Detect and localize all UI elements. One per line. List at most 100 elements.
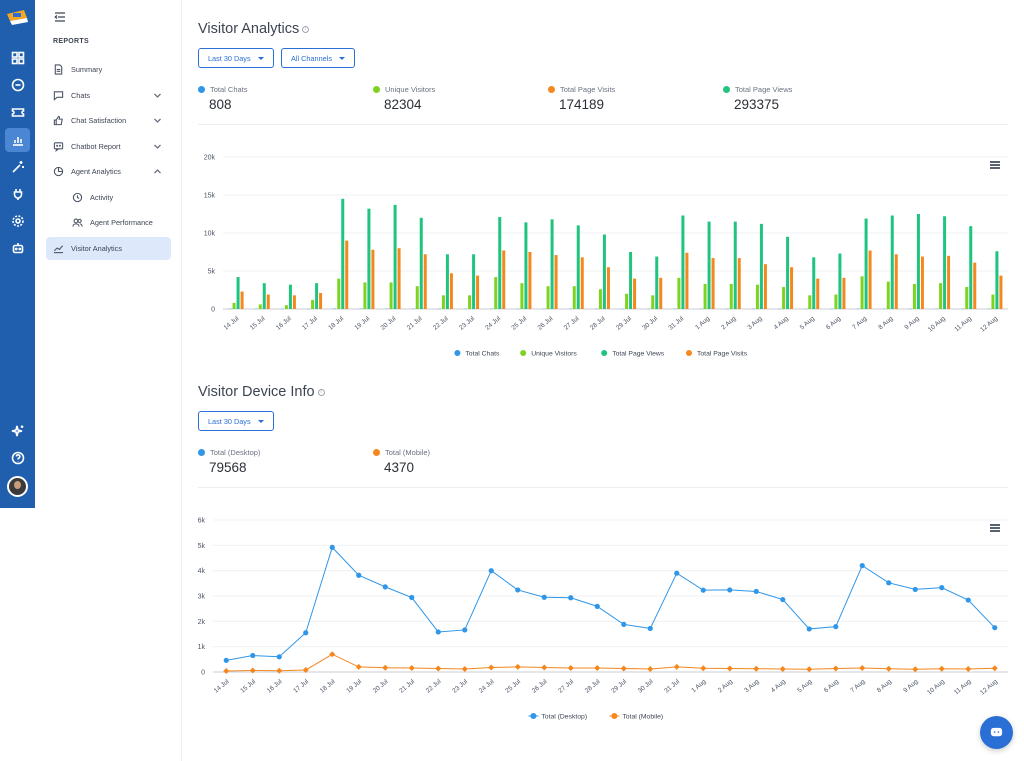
data-point: [223, 657, 229, 663]
bar: [341, 198, 345, 309]
line-chart-icon: [52, 243, 64, 255]
reports-icon[interactable]: [5, 128, 30, 152]
sidebar-item-chat-satisfaction[interactable]: Chat Satisfaction: [46, 109, 171, 132]
series-line: [226, 546, 996, 661]
legend-label: Total (Mobile): [622, 714, 663, 721]
x-tick-label: 6 Aug: [825, 315, 843, 331]
bar: [890, 215, 894, 309]
x-tick-label: 4 Aug: [773, 315, 791, 331]
sidebar-item-label: Chats: [71, 91, 91, 100]
y-tick-label: 0: [201, 670, 205, 677]
sidebar-item-agent-analytics[interactable]: Agent Analytics: [46, 160, 171, 183]
help-icon[interactable]: [5, 446, 30, 470]
info-icon[interactable]: i: [317, 388, 325, 396]
chevron-up-icon[interactable]: [153, 167, 162, 176]
bar: [812, 257, 816, 309]
x-tick-label: 28 Jul: [584, 678, 602, 695]
data-point: [727, 587, 733, 593]
sidebar-item-label: Agent Performance: [90, 218, 153, 227]
settings-gear-icon[interactable]: [5, 209, 30, 233]
chevron-down-icon[interactable]: [153, 116, 162, 125]
data-point: [355, 663, 362, 670]
bar: [498, 217, 502, 309]
data-point: [541, 664, 548, 671]
bar: [707, 221, 711, 309]
data-point: [859, 563, 865, 569]
user-avatar[interactable]: [7, 476, 28, 497]
data-point: [753, 665, 760, 672]
brand-logo-icon[interactable]: [4, 6, 31, 28]
x-tick-label: 8 Aug: [876, 678, 894, 694]
bar: [576, 225, 580, 309]
x-tick-label: 30 Jul: [641, 315, 659, 332]
bar: [311, 299, 315, 309]
chart-menu-icon[interactable]: [990, 524, 1000, 532]
sidebar-item-visitor-analytics[interactable]: Visitor Analytics: [46, 237, 171, 260]
x-tick-label: 17 Jul: [292, 678, 310, 695]
x-tick-label: 25 Jul: [504, 678, 522, 695]
data-point: [912, 666, 919, 673]
sidebar-item-label: Agent Analytics: [71, 167, 121, 176]
bar: [729, 283, 733, 309]
data-point: [276, 667, 283, 674]
x-tick-label: 1 Aug: [690, 678, 708, 694]
stat-label: Total (Mobile): [385, 448, 431, 457]
x-tick-label: 14 Jul: [213, 678, 231, 695]
x-tick-label: 16 Jul: [266, 678, 284, 695]
chat-widget-button[interactable]: [980, 716, 1013, 749]
bar: [737, 258, 741, 309]
data-point: [753, 588, 759, 595]
data-point: [514, 663, 521, 670]
sidebar-item-summary[interactable]: Summary: [46, 58, 171, 81]
data-point: [382, 664, 389, 671]
dropdown-label: Last 30 Days: [208, 53, 251, 63]
stat-label: Total (Desktop): [210, 448, 261, 457]
dashboard-icon[interactable]: [5, 46, 30, 70]
chevron-down-icon[interactable]: [153, 142, 162, 151]
bot-icon[interactable]: [5, 236, 30, 260]
sparkle-icon[interactable]: [5, 419, 30, 443]
sidebar-item-chats[interactable]: Chats: [46, 84, 171, 107]
data-point: [462, 627, 468, 633]
ticket-icon[interactable]: [5, 100, 30, 124]
date-range-dropdown[interactable]: Last 30 Days: [198, 48, 274, 68]
data-point: [567, 664, 574, 671]
sidebar-item-activity[interactable]: Activity: [46, 186, 171, 209]
legend-marker: [601, 350, 608, 356]
device-date-range-dropdown[interactable]: Last 30 Days: [198, 411, 274, 431]
plug-icon[interactable]: [5, 182, 30, 206]
messages-icon[interactable]: [5, 73, 30, 97]
channels-dropdown[interactable]: All Channels: [281, 48, 355, 68]
collapse-sidebar-icon[interactable]: [53, 10, 67, 24]
x-tick-label: 31 Jul: [667, 315, 685, 332]
bar: [292, 295, 296, 309]
legend-dot: [373, 449, 380, 456]
bar: [550, 219, 554, 309]
info-icon[interactable]: i: [302, 25, 310, 33]
sidebar-item-chatbot-report[interactable]: Chatbot Report: [46, 135, 171, 158]
bar: [572, 286, 576, 309]
y-tick-label: 5k: [198, 543, 206, 550]
magic-wand-icon[interactable]: [5, 155, 30, 179]
bar: [685, 252, 689, 309]
chevron-down-icon[interactable]: [153, 91, 162, 100]
main-content: Visitor Analytics i Last 30 Days All Cha…: [183, 0, 1024, 761]
bar: [389, 282, 393, 309]
x-tick-label: 23 Jul: [458, 315, 476, 332]
users-icon: [71, 217, 83, 229]
bar: [655, 256, 659, 309]
bar: [864, 218, 868, 309]
bar: [912, 283, 916, 309]
data-point: [356, 572, 362, 578]
y-tick-label: 3k: [198, 594, 206, 601]
sidebar-item-agent-performance[interactable]: Agent Performance: [46, 211, 171, 234]
data-point: [461, 665, 468, 672]
caret-down-icon: [257, 56, 264, 60]
data-point: [409, 594, 415, 601]
bar: [367, 208, 371, 309]
chart-menu-icon[interactable]: [990, 161, 1000, 169]
bar: [415, 286, 419, 309]
bar: [468, 295, 472, 309]
caret-down-icon: [257, 419, 264, 423]
bar: [816, 278, 820, 309]
